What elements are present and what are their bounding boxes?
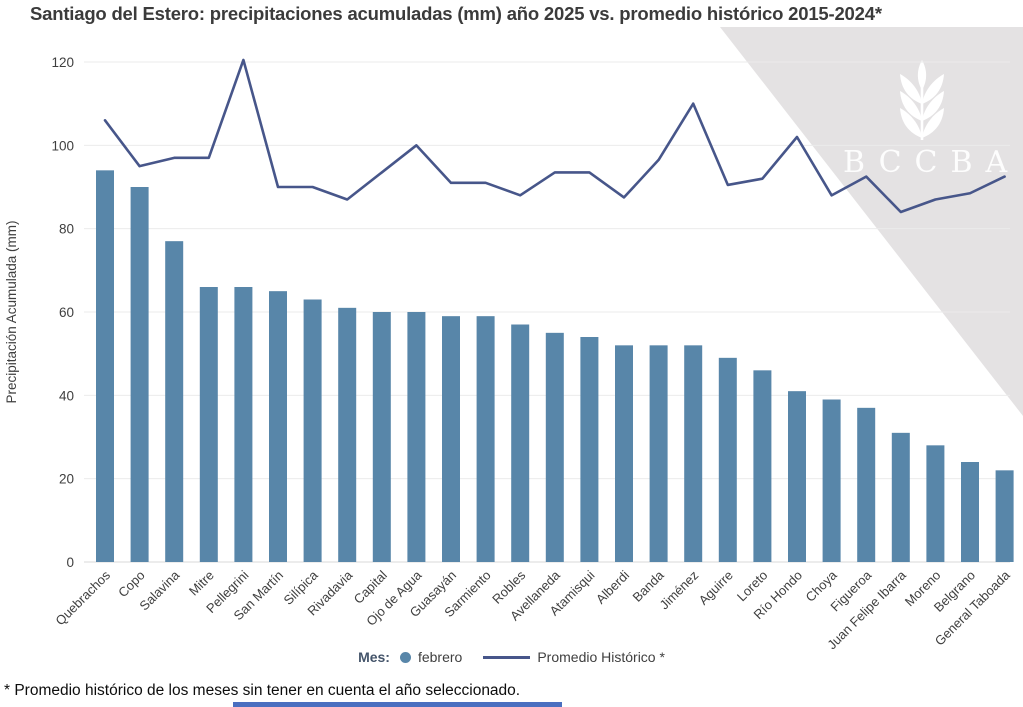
bar-Silípica[interactable]: [303, 299, 322, 563]
bar-Guasayán[interactable]: [442, 316, 460, 562]
bar-Banda[interactable]: [649, 345, 668, 562]
bar-Figueroa[interactable]: [857, 407, 876, 562]
y-tick-label: 40: [59, 388, 74, 403]
y-tick-label: 80: [59, 222, 74, 237]
bar-Loreto[interactable]: [753, 370, 772, 562]
y-tick-label: 20: [59, 472, 74, 487]
bar-Mitre[interactable]: [199, 287, 218, 562]
bar-Ojo de Agua[interactable]: [407, 312, 426, 562]
watermark-text: BCCBA: [843, 145, 1020, 180]
bar-Juan Felipe Ibarra[interactable]: [891, 432, 910, 562]
x-label-Aguirre: Aguirre: [696, 568, 736, 608]
legend-bar-series-label[interactable]: febrero: [417, 649, 463, 665]
bottom-strip: [233, 702, 562, 707]
bar-Robles[interactable]: [511, 324, 530, 563]
bar-Salavina[interactable]: [165, 241, 184, 562]
bar-General Taboada[interactable]: [995, 470, 1014, 562]
y-tick-label: 120: [51, 55, 74, 70]
line-series-marker-icon[interactable]: [483, 655, 531, 659]
bar-Aguirre[interactable]: [718, 357, 737, 562]
bar-Choya[interactable]: [822, 399, 841, 563]
bar-Jiménez[interactable]: [684, 345, 703, 562]
bar-Quebrachos[interactable]: [96, 170, 114, 563]
bccba-watermark: BCCBA: [720, 27, 1023, 416]
y-tick-label: 100: [51, 138, 74, 153]
y-tick-label: 0: [66, 555, 74, 570]
x-label-Jiménez: Jiménez: [656, 568, 701, 613]
bar-Alberdi[interactable]: [615, 345, 633, 562]
legend-month-prefix: Mes:: [358, 649, 390, 665]
y-tick-label: 60: [59, 305, 74, 320]
page-title: Santiago del Estero: precipitaciones acu…: [30, 3, 882, 24]
x-label-Quebrachos: Quebrachos: [52, 567, 113, 628]
bar-Moreno[interactable]: [926, 445, 945, 562]
bar-Río Hondo[interactable]: [788, 391, 806, 562]
bar-series-febrero: [96, 170, 1014, 563]
bar-Avellaneda[interactable]: [545, 332, 564, 562]
y-axis-label: Precipitación Acumulada (mm): [4, 220, 19, 403]
bar-Pellegrini[interactable]: [234, 287, 253, 562]
bar-series-marker-icon[interactable]: [399, 651, 411, 663]
watermark-triangle: [720, 27, 1023, 416]
bar-Belgrano[interactable]: [961, 462, 979, 562]
bar-Sarmiento[interactable]: [476, 316, 495, 562]
footnote: * Promedio histórico de los meses sin te…: [4, 682, 521, 699]
x-label-Mitre: Mitre: [186, 568, 217, 599]
bar-Copo[interactable]: [130, 187, 149, 562]
chart-legend: Mes: febrero Promedio Histórico *: [0, 649, 1023, 665]
legend-line-series-label[interactable]: Promedio Histórico *: [537, 649, 665, 665]
gridlines: 0 20 40 60 80 100 120: [51, 55, 1010, 570]
bar-Atamisqui[interactable]: [580, 337, 599, 562]
bar-Capital[interactable]: [372, 312, 391, 562]
bar-San Martín[interactable]: [269, 291, 287, 562]
historic-average-line[interactable]: [103, 58, 1006, 214]
wheat-icon: [900, 60, 944, 140]
bar-Rivadavia[interactable]: [338, 307, 357, 562]
x-label-Alberdi: Alberdi: [593, 567, 632, 606]
